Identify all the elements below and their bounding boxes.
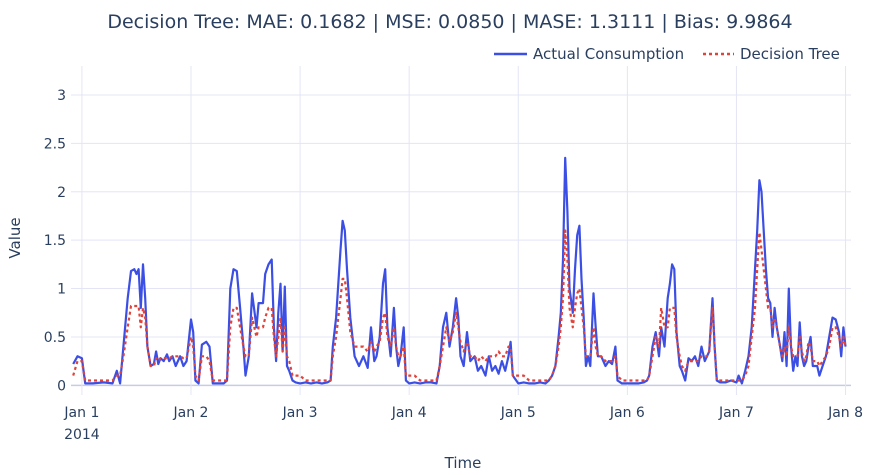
legend-label-actual[interactable]: Actual Consumption	[533, 45, 684, 63]
y-tick-labels: 0 0.5 1 1.5 2 2.5 3	[44, 88, 66, 394]
y-tick-label: 2.5	[44, 136, 66, 152]
x-tick-label: Jan 6	[609, 405, 645, 421]
x-tick-sublabel: 2014	[64, 427, 100, 443]
grid	[71, 66, 851, 395]
y-tick-label: 2	[57, 185, 66, 201]
series-lines	[72, 156, 847, 385]
x-tick-label: Jan 4	[391, 405, 427, 421]
y-tick-label: 1.5	[44, 233, 66, 249]
chart-title: Decision Tree: MAE: 0.1682 | MSE: 0.0850…	[107, 11, 792, 33]
x-tick-labels: Jan 1 2014 Jan 2 Jan 3 Jan 4 Jan 5 Jan 6 Jan 7 J…	[63, 405, 863, 443]
y-tick-label: 0	[57, 378, 66, 394]
y-axis-title: Value	[6, 217, 24, 258]
x-tick-label: Jan 5	[500, 405, 536, 421]
x-tick-label: Jan 2	[173, 405, 209, 421]
x-tick-label: Jan 7	[718, 405, 754, 421]
y-tick-label: 3	[57, 88, 66, 104]
legend[interactable]: Actual Consumption Decision Tree	[494, 45, 840, 63]
x-axis-title: Time	[444, 454, 482, 472]
x-tick-label: Jan 1	[63, 405, 99, 421]
x-tick-label: Jan 8	[827, 405, 863, 421]
decision-tree-line	[72, 229, 847, 382]
x-tick-label: Jan 3	[282, 405, 318, 421]
legend-label-decision-tree[interactable]: Decision Tree	[740, 45, 840, 63]
y-tick-label: 0.5	[44, 330, 66, 346]
y-tick-label: 1	[57, 282, 66, 298]
actual-consumption-line	[72, 156, 847, 385]
